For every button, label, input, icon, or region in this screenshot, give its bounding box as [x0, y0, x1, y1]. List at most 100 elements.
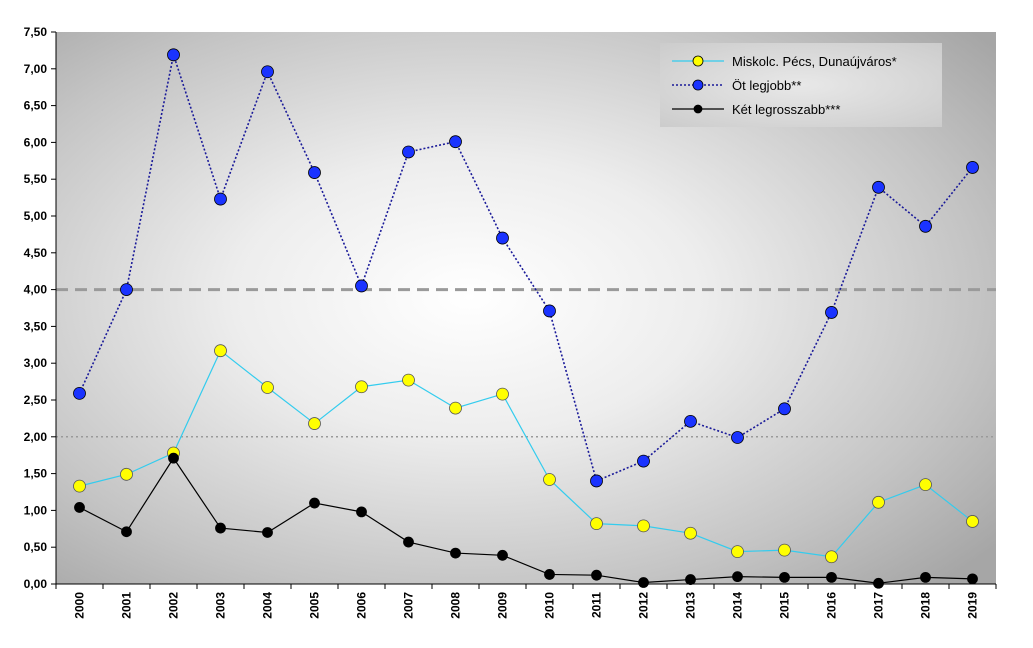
data-point: [825, 550, 838, 564]
data-point: [356, 506, 367, 518]
data-point: [966, 515, 979, 528]
data-point: [638, 577, 649, 588]
x-tick-label: 2012: [637, 592, 651, 619]
data-point: [449, 135, 462, 149]
y-tick-label: 2,50: [24, 393, 48, 407]
data-point: [967, 573, 978, 585]
data-point: [121, 526, 132, 538]
data-point: [120, 467, 133, 481]
data-point: [262, 527, 273, 538]
y-tick-label: 1,50: [24, 467, 48, 481]
data-point: [684, 414, 697, 428]
data-point: [168, 452, 179, 464]
data-point: [919, 478, 932, 492]
data-point: [779, 571, 790, 583]
data-point: [966, 161, 979, 174]
x-tick-label: 2013: [684, 592, 698, 619]
data-point: [872, 495, 885, 509]
data-point: [731, 431, 744, 444]
series-line: [78, 51, 974, 483]
y-tick-label: 0,00: [24, 577, 48, 591]
data-point: [544, 569, 555, 580]
data-point: [402, 373, 415, 387]
legend-marker: [692, 55, 704, 67]
data-point: [778, 402, 791, 416]
series-2: [74, 452, 978, 589]
data-point: [637, 454, 650, 468]
x-tick-label: 2016: [825, 592, 839, 619]
y-tick-label: 5,00: [24, 209, 48, 223]
series-line: [79, 349, 973, 558]
legend-label: Öt legjobb**: [732, 78, 801, 93]
data-point: [73, 479, 86, 493]
y-tick-label: 4,50: [24, 246, 48, 260]
data-point: [497, 549, 508, 561]
series-0: [73, 344, 979, 564]
x-tick-label: 2009: [496, 592, 510, 619]
legend-label: Két legrosszabb***: [732, 102, 840, 117]
data-point: [167, 48, 180, 62]
data-point: [214, 192, 227, 206]
legend-marker: [692, 79, 704, 91]
data-point: [543, 473, 556, 486]
data-point: [825, 306, 838, 319]
data-point: [215, 522, 226, 534]
data-point: [402, 145, 415, 159]
x-tick-label: 2010: [543, 592, 557, 619]
data-point: [590, 474, 603, 488]
data-point: [543, 304, 556, 318]
data-point: [261, 65, 274, 79]
data-point: [450, 547, 461, 559]
data-point: [590, 517, 603, 531]
legend-label: Miskolc. Pécs, Dunaújváros*: [732, 54, 897, 69]
data-point: [873, 577, 884, 589]
series-1: [73, 48, 979, 488]
y-tick-label: 7,50: [24, 25, 48, 39]
x-tick-label: 2017: [872, 592, 886, 619]
x-tick-label: 2001: [120, 592, 134, 619]
x-tick-label: 2007: [402, 592, 416, 619]
data-point: [732, 571, 743, 583]
data-point: [685, 574, 696, 585]
x-tick-label: 2015: [778, 592, 792, 619]
data-point: [826, 571, 837, 583]
y-tick-label: 3,00: [24, 356, 48, 370]
x-tick-label: 2006: [355, 592, 369, 619]
y-tick-label: 1,00: [24, 503, 48, 517]
x-tick-label: 2005: [308, 592, 322, 619]
data-point: [872, 180, 885, 194]
data-point: [261, 381, 274, 394]
x-tick-label: 2008: [449, 592, 463, 619]
y-tick-label: 0,50: [24, 540, 48, 554]
y-tick-label: 3,50: [24, 319, 48, 333]
y-tick-label: 6,00: [24, 135, 48, 149]
data-point: [403, 536, 414, 548]
data-point: [355, 380, 368, 394]
data-point: [496, 387, 509, 401]
y-tick-label: 5,50: [24, 172, 48, 186]
data-point: [920, 571, 931, 583]
x-tick-label: 2011: [590, 592, 604, 618]
y-tick-label: 4,00: [24, 283, 48, 297]
x-tick-label: 2014: [731, 592, 745, 619]
x-tick-label: 2002: [167, 592, 181, 619]
legend-box: [660, 43, 942, 127]
series-line: [79, 457, 973, 584]
data-point: [73, 386, 86, 400]
data-point: [449, 401, 462, 415]
data-point: [120, 283, 133, 297]
data-point: [74, 502, 85, 513]
data-point: [731, 545, 744, 559]
data-point: [496, 231, 509, 245]
data-point: [309, 497, 320, 509]
data-point: [308, 417, 321, 430]
x-tick-label: 2018: [919, 592, 933, 619]
y-tick-label: 7,00: [24, 62, 48, 76]
data-point: [778, 543, 791, 557]
x-tick-label: 2003: [214, 592, 228, 619]
y-tick-label: 6,50: [24, 99, 48, 113]
data-point: [591, 569, 602, 581]
data-point: [684, 526, 697, 540]
